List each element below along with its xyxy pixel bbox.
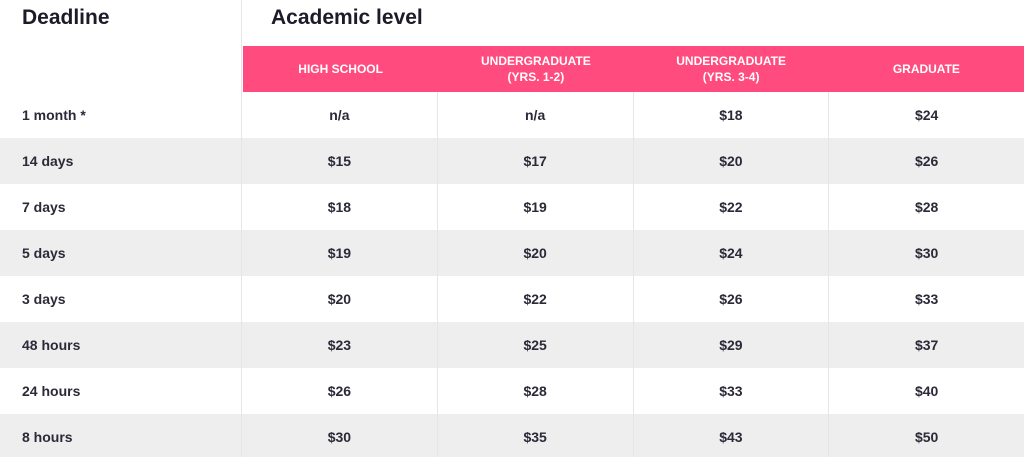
deadline-cell: 1 month *	[0, 92, 242, 138]
price-cell: $24	[634, 230, 830, 276]
price-cell: $24	[914, 107, 939, 123]
price-cell: $35	[438, 414, 634, 457]
price-cell: $37	[914, 337, 939, 353]
table-row: 7 days $18 $19 $22 $28	[0, 184, 1024, 230]
table-row: 14 days $15 $17 $20 $26	[0, 138, 1024, 184]
price-cell: $26	[242, 368, 438, 414]
price-cell: $22	[438, 276, 634, 322]
table-body: 1 month * n/a n/a $18 $24 14 days $15 $1…	[0, 92, 1024, 457]
deadline-cell: 5 days	[0, 230, 242, 276]
price-cell: $50	[914, 429, 939, 445]
price-cell: $17	[438, 138, 634, 184]
column-header-high-school: HIGH SCHOOL	[243, 46, 438, 92]
column-header-sublabel: (YRS. 1-2)	[507, 70, 565, 84]
price-cell: $15	[242, 138, 438, 184]
price-cell: $33	[914, 291, 939, 307]
table-row: 8 hours $30 $35 $43 $50	[0, 414, 1024, 457]
price-cell: $40	[914, 383, 939, 399]
price-cell: $19	[242, 230, 438, 276]
table-row: 3 days $20 $22 $26 $33	[0, 276, 1024, 322]
price-cell: $29	[634, 322, 830, 368]
column-header-label: UNDERGRADUATE	[676, 54, 787, 68]
price-cell: $20	[438, 230, 634, 276]
table-row: 48 hours $23 $25 $29 $37	[0, 322, 1024, 368]
price-cell: $30	[914, 245, 939, 261]
price-cell: $18	[242, 184, 438, 230]
price-cell: $28	[438, 368, 634, 414]
deadline-cell: 24 hours	[0, 368, 242, 414]
deadline-cell: 8 hours	[0, 414, 242, 457]
price-cell: $20	[634, 138, 830, 184]
table-row: 1 month * n/a n/a $18 $24	[0, 92, 1024, 138]
price-cell: $25	[438, 322, 634, 368]
deadline-cell: 7 days	[0, 184, 242, 230]
price-cell: $26	[914, 153, 939, 169]
deadline-heading: Deadline	[22, 6, 110, 29]
column-header-sublabel: (YRS. 3-4)	[702, 70, 760, 84]
deadline-cell: 14 days	[0, 138, 242, 184]
column-header-label: GRADUATE	[892, 62, 960, 76]
table-row: 24 hours $26 $28 $33 $40	[0, 368, 1024, 414]
deadline-cell: 48 hours	[0, 322, 242, 368]
column-header-undergraduate-3-4: UNDERGRADUATE (YRS. 3-4)	[634, 46, 829, 92]
price-cell: $18	[634, 92, 830, 138]
column-header-label: UNDERGRADUATE	[480, 54, 591, 68]
column-header-graduate: GRADUATE	[829, 46, 1024, 92]
academic-level-heading: Academic level	[271, 6, 423, 29]
column-header-label: HIGH SCHOOL	[298, 62, 383, 76]
price-cell: n/a	[242, 92, 438, 138]
price-cell: $20	[242, 276, 438, 322]
price-cell: $23	[242, 322, 438, 368]
price-cell: $26	[634, 276, 830, 322]
price-cell: $33	[634, 368, 830, 414]
price-cell: n/a	[438, 92, 634, 138]
price-cell: $43	[634, 414, 830, 457]
deadline-cell: 3 days	[0, 276, 242, 322]
column-header-undergraduate-1-2: UNDERGRADUATE (YRS. 1-2)	[438, 46, 633, 92]
table-row: 5 days $19 $20 $24 $30	[0, 230, 1024, 276]
price-cell: $28	[914, 199, 939, 215]
academic-level-header-bar: HIGH SCHOOL UNDERGRADUATE (YRS. 1-2) UND…	[243, 46, 1024, 92]
price-cell: $19	[438, 184, 634, 230]
price-cell: $30	[242, 414, 438, 457]
price-cell: $22	[634, 184, 830, 230]
